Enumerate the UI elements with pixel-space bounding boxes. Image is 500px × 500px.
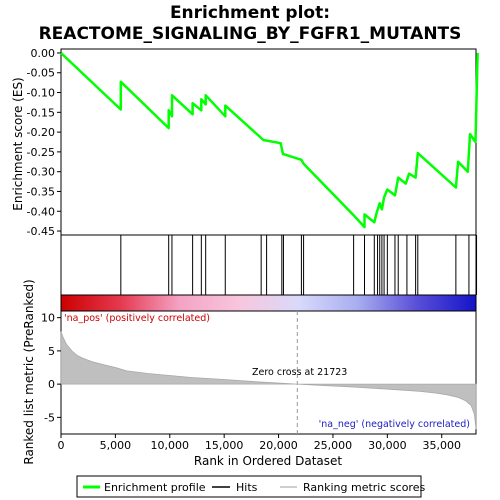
es-ytick-label: -0.10 bbox=[27, 87, 55, 100]
na-pos-annotation: 'na_pos' (positively correlated) bbox=[64, 313, 210, 324]
es-axis-label: Enrichment score (ES) bbox=[11, 77, 25, 210]
es-ytick-label: -0.15 bbox=[27, 106, 55, 119]
es-ytick-label: -0.20 bbox=[27, 126, 55, 139]
es-ytick-label: -0.40 bbox=[27, 205, 55, 218]
hits-panel-frame bbox=[60, 234, 477, 296]
legend-box bbox=[76, 475, 422, 498]
x-tick-label: 15,000 bbox=[205, 439, 244, 452]
ranking-metric-area bbox=[60, 331, 477, 430]
zero-cross-annotation: Zero cross at 21723 bbox=[252, 367, 347, 378]
na-neg-annotation: 'na_neg' (negatively correlated) bbox=[319, 419, 470, 430]
legend-label-metric: Ranking metric scores bbox=[303, 481, 425, 494]
es-ytick-label: -0.05 bbox=[27, 67, 55, 80]
rank-gradient-bar bbox=[60, 294, 477, 312]
x-tick-label: 5,000 bbox=[100, 439, 132, 452]
metric-ytick-label: 10 bbox=[41, 312, 55, 325]
x-tick-label: 25,000 bbox=[314, 439, 353, 452]
es-ytick-label: -0.35 bbox=[27, 185, 55, 198]
x-tick-label: 35,000 bbox=[422, 439, 461, 452]
x-tick-label: 30,000 bbox=[368, 439, 407, 452]
es-ytick-label: -0.30 bbox=[27, 166, 55, 179]
metric-ytick-label: 0 bbox=[48, 378, 55, 391]
es-ytick-label: -0.45 bbox=[27, 225, 55, 238]
x-tick-label: 0 bbox=[58, 439, 65, 452]
x-tick-label: 20,000 bbox=[259, 439, 298, 452]
metric-axis-label: Ranked list metric (PreRanked) bbox=[22, 279, 36, 464]
enrichment-profile-line bbox=[60, 52, 479, 229]
x-axis-label: Rank in Ordered Dataset bbox=[194, 454, 342, 468]
chart-subtitle: REACTOME_SIGNALING_BY_FGFR1_MUTANTS bbox=[38, 24, 462, 44]
legend-label-hits: Hits bbox=[236, 481, 258, 494]
x-tick-label: 10,000 bbox=[151, 439, 190, 452]
es-ytick-label: 0.00 bbox=[31, 47, 56, 60]
es-ytick-label: -0.25 bbox=[27, 146, 55, 159]
chart-title: Enrichment plot: bbox=[169, 3, 331, 23]
legend-label-enrichment: Enrichment profile bbox=[104, 481, 206, 494]
metric-ytick-label: -5 bbox=[44, 411, 55, 424]
metric-ytick-label: 5 bbox=[48, 345, 55, 358]
